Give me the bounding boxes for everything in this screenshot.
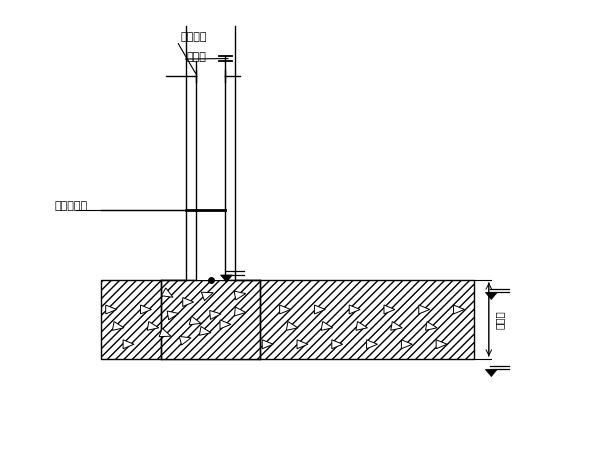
Polygon shape [234,291,246,300]
Text: 底板厚: 底板厚 [495,310,505,329]
Polygon shape [384,305,395,314]
Polygon shape [159,328,171,337]
Polygon shape [140,305,151,314]
Polygon shape [436,340,447,349]
Polygon shape [179,337,191,345]
Bar [101,279,474,359]
Polygon shape [220,275,232,282]
Polygon shape [202,292,213,301]
Polygon shape [356,321,367,330]
Polygon shape [147,321,159,330]
Bar [161,279,260,359]
Polygon shape [106,305,116,314]
Bar [161,279,260,359]
Polygon shape [209,310,221,320]
Polygon shape [199,327,211,335]
Polygon shape [321,321,333,330]
Bar [101,279,474,359]
Polygon shape [391,321,402,330]
Polygon shape [485,292,497,300]
Polygon shape [425,321,437,330]
Bar [196,76,226,279]
Polygon shape [262,340,273,349]
Polygon shape [183,297,194,306]
Polygon shape [349,305,360,314]
Polygon shape [314,305,325,314]
Polygon shape [123,340,134,349]
Polygon shape [297,340,308,349]
Polygon shape [419,305,430,314]
Polygon shape [220,320,231,329]
Polygon shape [161,288,173,297]
Polygon shape [235,307,246,316]
Polygon shape [332,340,343,349]
Text: 钢板止水带: 钢板止水带 [54,201,87,211]
Polygon shape [189,316,201,325]
Polygon shape [280,305,290,314]
Text: 500: 500 [241,310,251,329]
Polygon shape [112,321,124,330]
Polygon shape [454,305,464,314]
Polygon shape [167,311,179,320]
Text: 止水环: 止水环 [187,52,206,62]
Polygon shape [401,340,412,349]
Text: 对拉螺栓: 对拉螺栓 [181,32,207,42]
Polygon shape [367,340,377,349]
Polygon shape [485,369,497,377]
Polygon shape [286,321,298,330]
